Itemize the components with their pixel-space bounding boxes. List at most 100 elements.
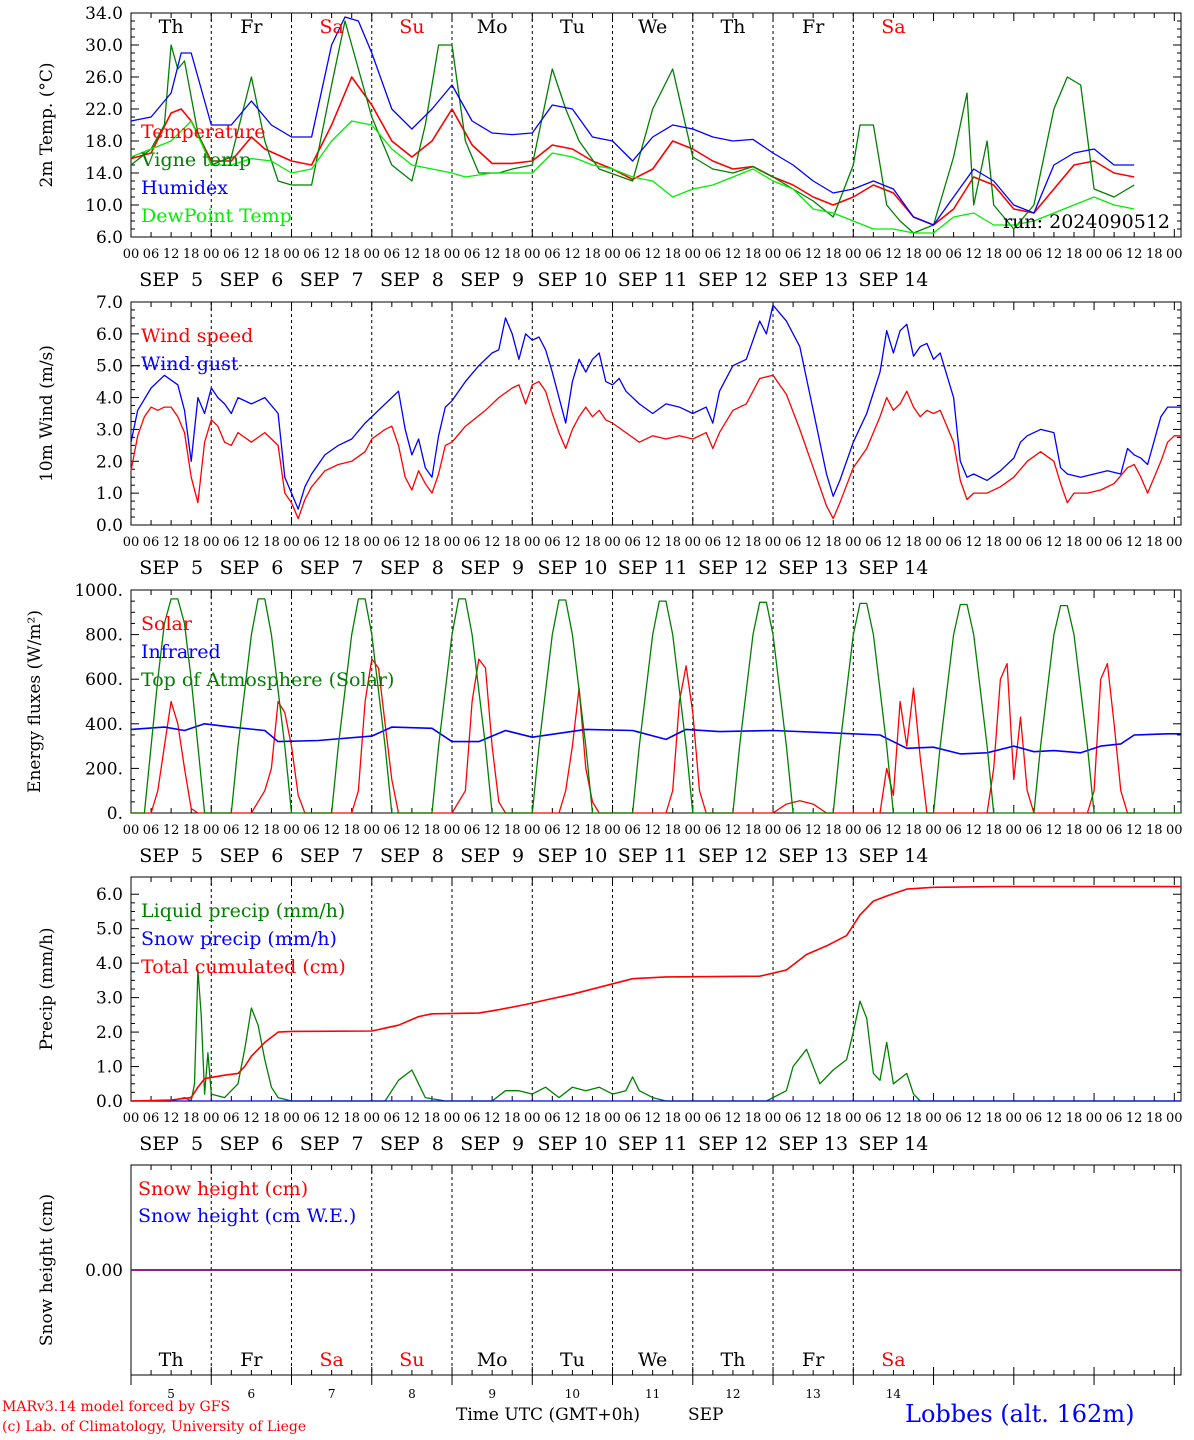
y-tick-label: 200. <box>85 759 123 779</box>
hour-tick-label: 18 <box>343 535 360 550</box>
day-name-label: Tu <box>560 16 585 38</box>
hour-tick-label: 06 <box>143 823 160 838</box>
y-tick-label: 1.0 <box>96 1058 123 1078</box>
y-tick-label: 2.0 <box>96 452 123 472</box>
hour-tick-label: 00 <box>1086 247 1103 262</box>
hour-tick-label: 06 <box>384 823 401 838</box>
hour-tick-label: 12 <box>644 535 661 550</box>
day-name-label: Su <box>399 1349 424 1371</box>
day-name-label: Th <box>720 16 745 38</box>
date-label: SEP 8 <box>380 1133 444 1155</box>
hour-tick-label: 18 <box>183 535 200 550</box>
hour-tick-label: 00 <box>604 247 621 262</box>
y-tick-label: 10.0 <box>85 196 123 216</box>
date-label: SEP 12 <box>698 1133 768 1155</box>
hour-tick-label: 06 <box>464 1111 481 1126</box>
hour-tick-label: 00 <box>123 823 140 838</box>
hour-tick-label: 18 <box>1066 823 1083 838</box>
hour-tick-label: 06 <box>705 247 722 262</box>
hour-tick-label: 00 <box>363 1111 380 1126</box>
y-tick-label: 5.0 <box>96 357 123 377</box>
hour-tick-label: 00 <box>604 823 621 838</box>
date-label: SEP 14 <box>858 1133 928 1155</box>
hour-tick-label: 00 <box>363 535 380 550</box>
hour-tick-label: 00 <box>524 1111 541 1126</box>
hour-tick-label: 12 <box>965 1111 982 1126</box>
hour-tick-label: 06 <box>785 247 802 262</box>
hour-tick-label: 00 <box>123 247 140 262</box>
hour-tick-label: 18 <box>1066 535 1083 550</box>
hour-tick-label: 00 <box>1166 535 1183 550</box>
hour-tick-label: 18 <box>1146 535 1163 550</box>
hour-tick-label: 18 <box>825 823 842 838</box>
date-label: SEP 7 <box>300 269 364 291</box>
hour-tick-label: 06 <box>223 247 240 262</box>
hour-tick-label: 06 <box>1026 247 1043 262</box>
hour-tick-label: 12 <box>725 535 742 550</box>
hour-tick-label: 18 <box>1146 823 1163 838</box>
y-tick-label: 26.0 <box>85 68 123 88</box>
hour-tick-label: 06 <box>865 247 882 262</box>
hour-tick-label: 18 <box>584 1111 601 1126</box>
hour-tick-label: 12 <box>725 247 742 262</box>
series-line-dewpoint-temp <box>130 120 1135 234</box>
hour-tick-label: 12 <box>1046 247 1063 262</box>
hour-tick-label: 00 <box>604 1111 621 1126</box>
hour-tick-label: 18 <box>664 247 681 262</box>
hour-tick-label: 06 <box>464 247 481 262</box>
legend-entry: Temperature <box>141 121 265 143</box>
date-label: SEP 5 <box>139 557 203 579</box>
hour-tick-label: 18 <box>745 823 762 838</box>
hour-tick-label: 18 <box>504 247 521 262</box>
hour-tick-label: 12 <box>644 247 661 262</box>
series-line-wind-speed <box>130 374 1181 520</box>
hour-tick-label: 12 <box>484 247 501 262</box>
y-axis-label: Snow height (cm) <box>37 1194 57 1346</box>
date-label: SEP 5 <box>139 845 203 867</box>
hour-tick-label: 00 <box>845 247 862 262</box>
hour-tick-label: 12 <box>725 823 742 838</box>
legend-entry: Humidex <box>141 177 228 199</box>
hour-tick-label: 00 <box>925 823 942 838</box>
hour-tick-label: 06 <box>785 535 802 550</box>
hour-tick-label: 00 <box>1006 247 1023 262</box>
model-credit: MARv3.14 model forced by GFS <box>2 1399 231 1415</box>
hour-tick-label: 00 <box>925 1111 942 1126</box>
hour-tick-label: 06 <box>624 535 641 550</box>
hour-tick-label: 00 <box>925 247 942 262</box>
hour-tick-label: 18 <box>905 823 922 838</box>
hour-tick-label: 12 <box>484 535 501 550</box>
date-label: SEP 6 <box>219 557 283 579</box>
hour-tick-label: 18 <box>745 535 762 550</box>
date-label: SEP 14 <box>858 557 928 579</box>
hour-tick-label: 18 <box>183 247 200 262</box>
plot-frame <box>130 301 1182 526</box>
y-tick-label: 7.0 <box>96 293 123 313</box>
month-label: SEP <box>688 1405 724 1425</box>
day-number-label: 13 <box>806 1387 821 1401</box>
date-label: SEP 9 <box>460 269 524 291</box>
day-name-label: Fr <box>240 16 263 38</box>
hour-tick-label: 00 <box>1086 1111 1103 1126</box>
hour-tick-label: 00 <box>283 247 300 262</box>
date-label: SEP 7 <box>300 1133 364 1155</box>
hour-tick-label: 18 <box>504 823 521 838</box>
hour-tick-label: 06 <box>945 823 962 838</box>
hour-tick-label: 18 <box>745 247 762 262</box>
hour-tick-label: 06 <box>945 1111 962 1126</box>
day-number-label: 7 <box>328 1387 336 1401</box>
legend-entry: Infrared <box>141 641 221 663</box>
hour-tick-label: 18 <box>584 247 601 262</box>
date-label: SEP 6 <box>219 269 283 291</box>
date-label: SEP 8 <box>380 557 444 579</box>
legend-entry: Liquid precip (mm/h) <box>141 900 345 922</box>
series-line-total-cumulated-cm- <box>130 885 1181 1102</box>
y-tick-label: 0.0 <box>96 1092 123 1112</box>
hour-tick-label: 18 <box>584 535 601 550</box>
hour-tick-label: 18 <box>664 1111 681 1126</box>
hour-tick-label: 00 <box>1086 823 1103 838</box>
hour-tick-label: 06 <box>865 1111 882 1126</box>
hour-tick-label: 18 <box>745 1111 762 1126</box>
hour-tick-label: 12 <box>243 535 260 550</box>
hour-tick-label: 00 <box>765 535 782 550</box>
